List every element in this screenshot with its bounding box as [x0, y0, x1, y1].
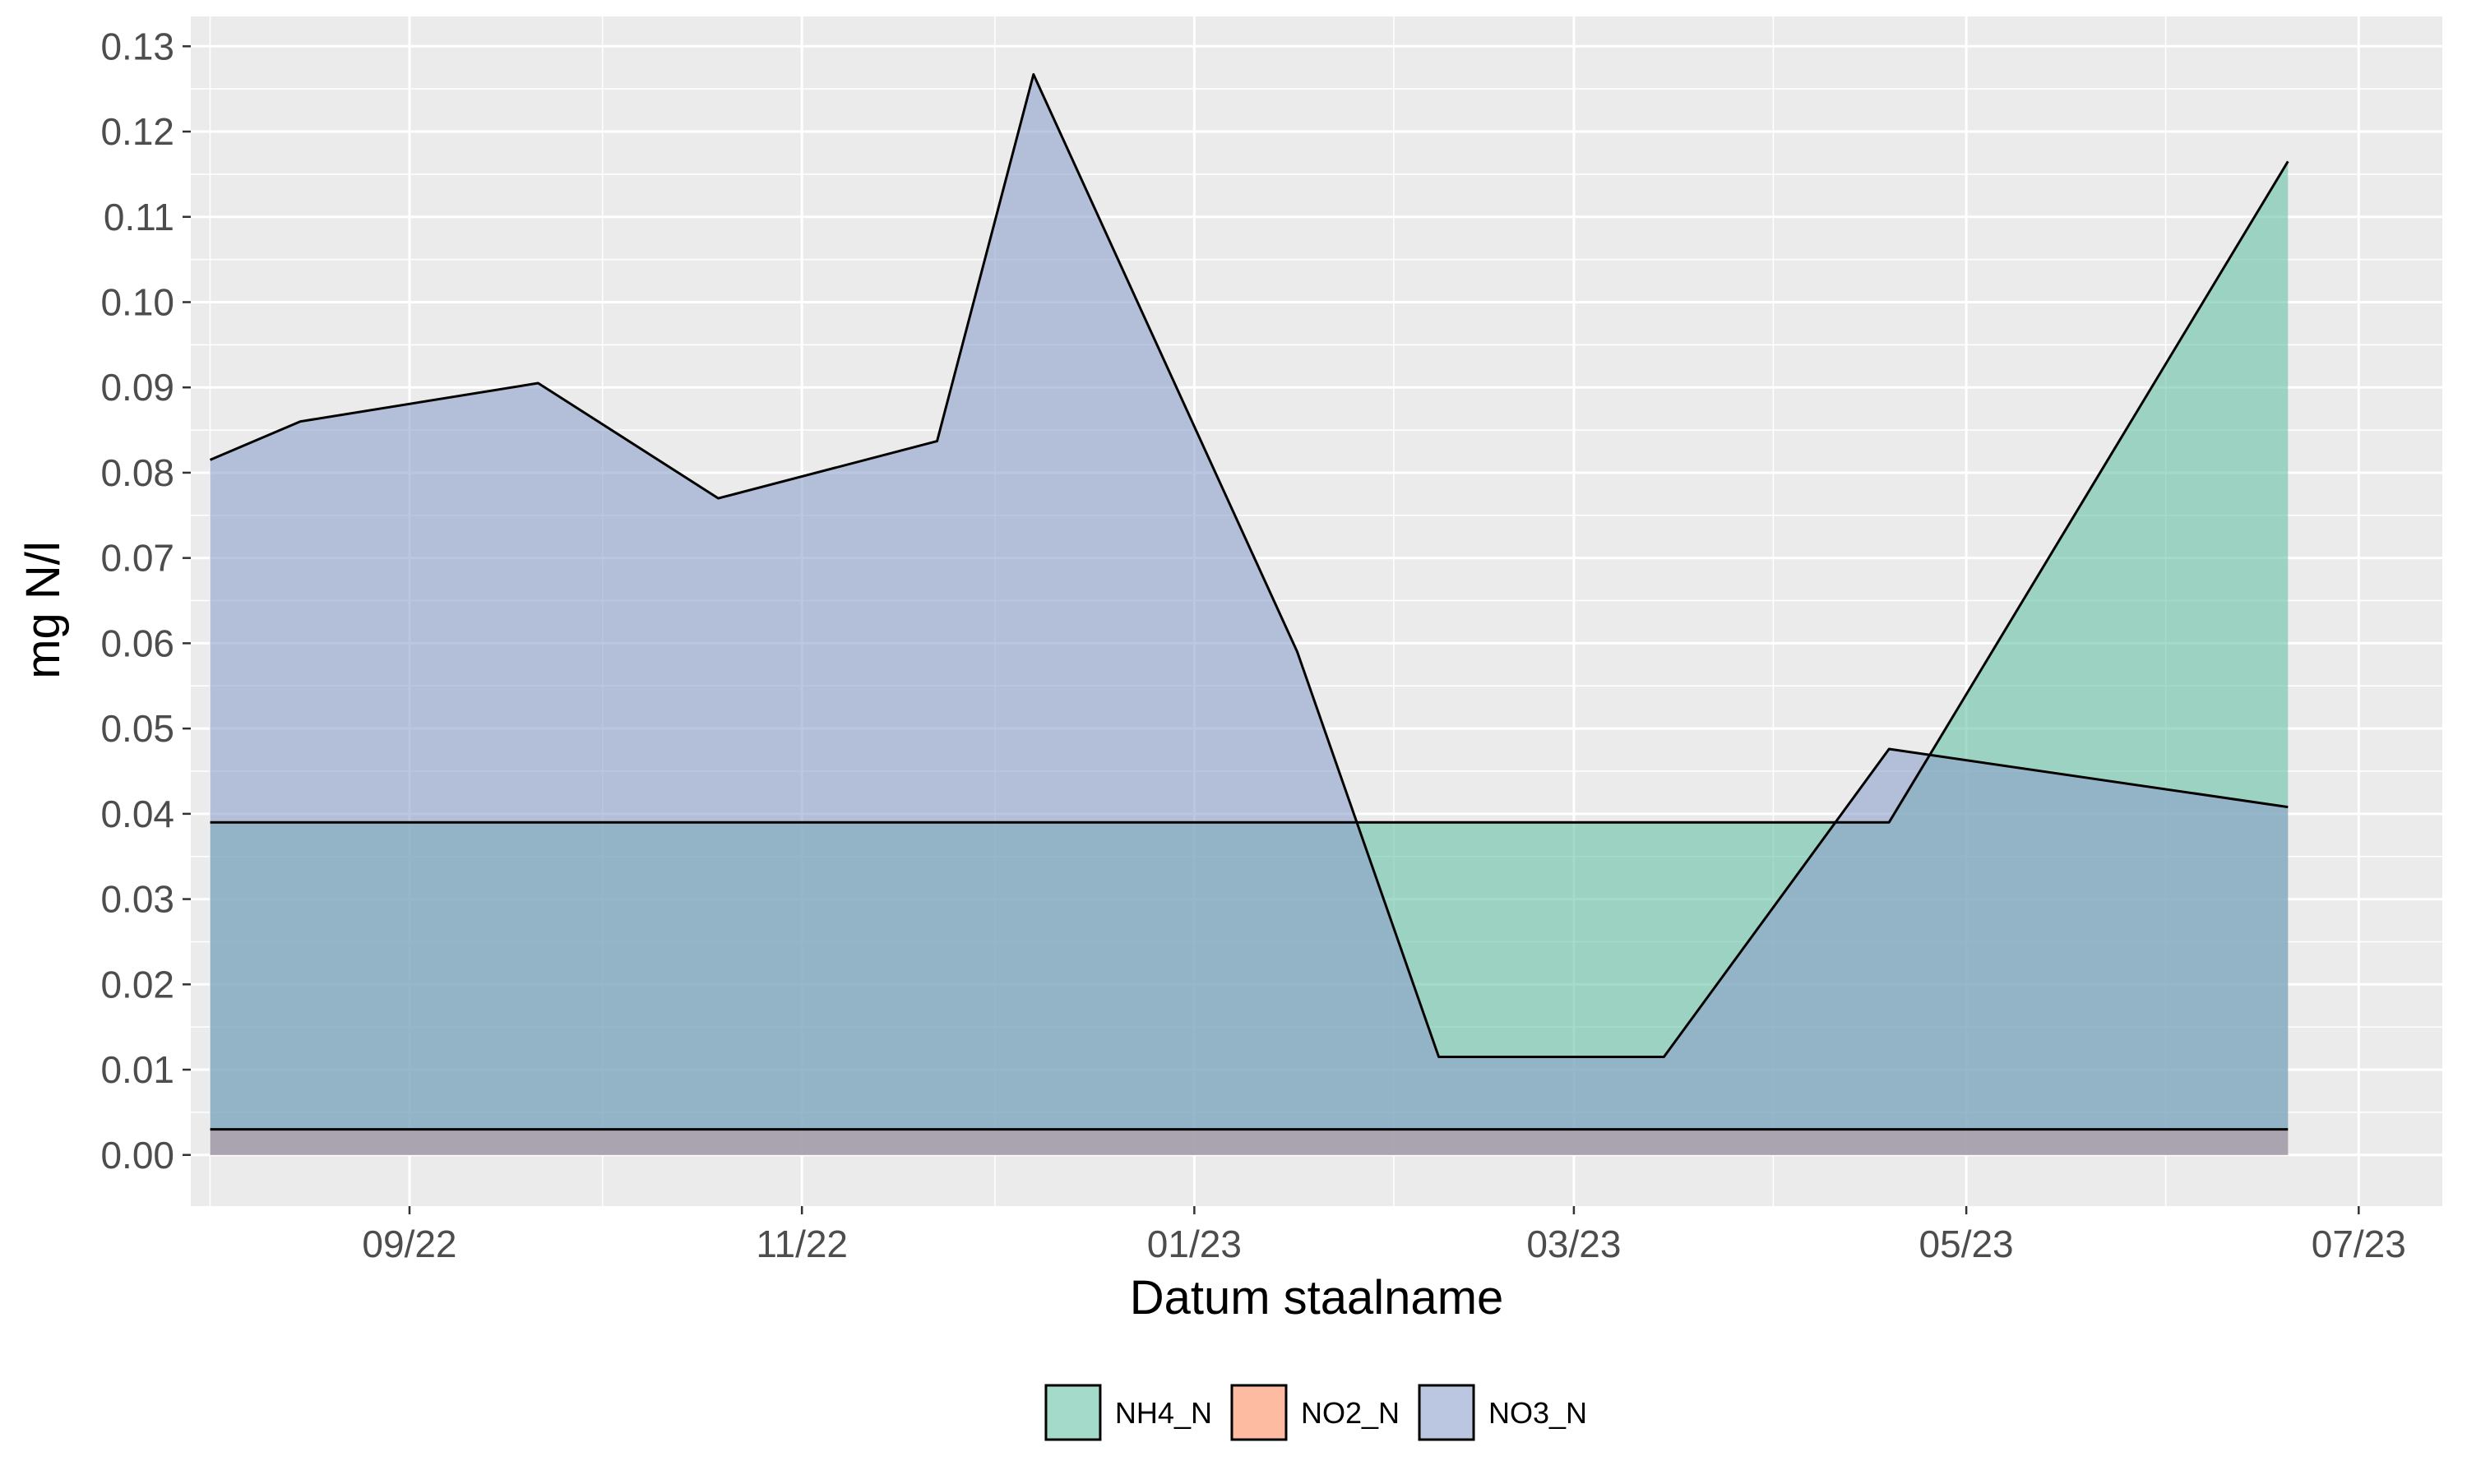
x-tick-label: 07/23: [2312, 1223, 2406, 1265]
legend-label-nh4-n: NH4_N: [1115, 1396, 1212, 1430]
y-tick-label: 0.00: [100, 1134, 174, 1177]
y-tick-label: 0.08: [100, 451, 174, 494]
line-nh4-n: [210, 160, 2289, 824]
y-tick-label: 0.13: [100, 25, 174, 67]
y-tick-label: 0.12: [100, 110, 174, 153]
y-tick-label: 0.06: [100, 622, 174, 664]
legend-key-no2-n: [1230, 1384, 1288, 1441]
x-tick-label: 11/22: [756, 1223, 848, 1265]
series-areas: [210, 74, 2289, 1155]
legend-key-nh4-n: [1044, 1384, 1102, 1441]
x-tick-label: 09/22: [362, 1223, 456, 1265]
line-no3-n: [209, 73, 2289, 1058]
y-axis: 0.00 0.01 0.02 0.03 0.04 0.05 0.06 0.07 0.08 0.09…: [100, 25, 191, 1177]
legend-key-no3-n: [1418, 1384, 1475, 1441]
y-tick-label: 0.11: [104, 196, 174, 238]
legend-label-no2-n: NO2_N: [1301, 1396, 1400, 1430]
x-axis: 09/22 11/22 01/23 03/23 05/23 07/23: [362, 1206, 2406, 1265]
legend: NH4_N NO2_N NO3_N: [1044, 1384, 1587, 1441]
y-tick-label: 0.03: [100, 878, 174, 921]
y-tick-label: 0.02: [100, 963, 174, 1006]
y-tick-label: 0.09: [100, 366, 174, 409]
y-tick-label: 0.10: [100, 280, 174, 323]
y-axis-title: mg N/l: [16, 541, 70, 679]
series-lines: [209, 73, 2289, 1131]
x-axis-title: Datum staalname: [1130, 1271, 1504, 1325]
y-tick-label: 0.07: [100, 537, 174, 580]
area-no3-n: [210, 74, 2289, 1155]
x-tick-label: 01/23: [1147, 1223, 1242, 1265]
x-tick-label: 05/23: [1919, 1223, 2014, 1265]
x-tick-label: 03/23: [1526, 1223, 1621, 1265]
y-tick-label: 0.01: [100, 1048, 174, 1091]
y-tick-label: 0.05: [100, 707, 174, 750]
y-tick-label: 0.04: [100, 793, 174, 835]
legend-label-no3-n: NO3_N: [1488, 1396, 1587, 1430]
